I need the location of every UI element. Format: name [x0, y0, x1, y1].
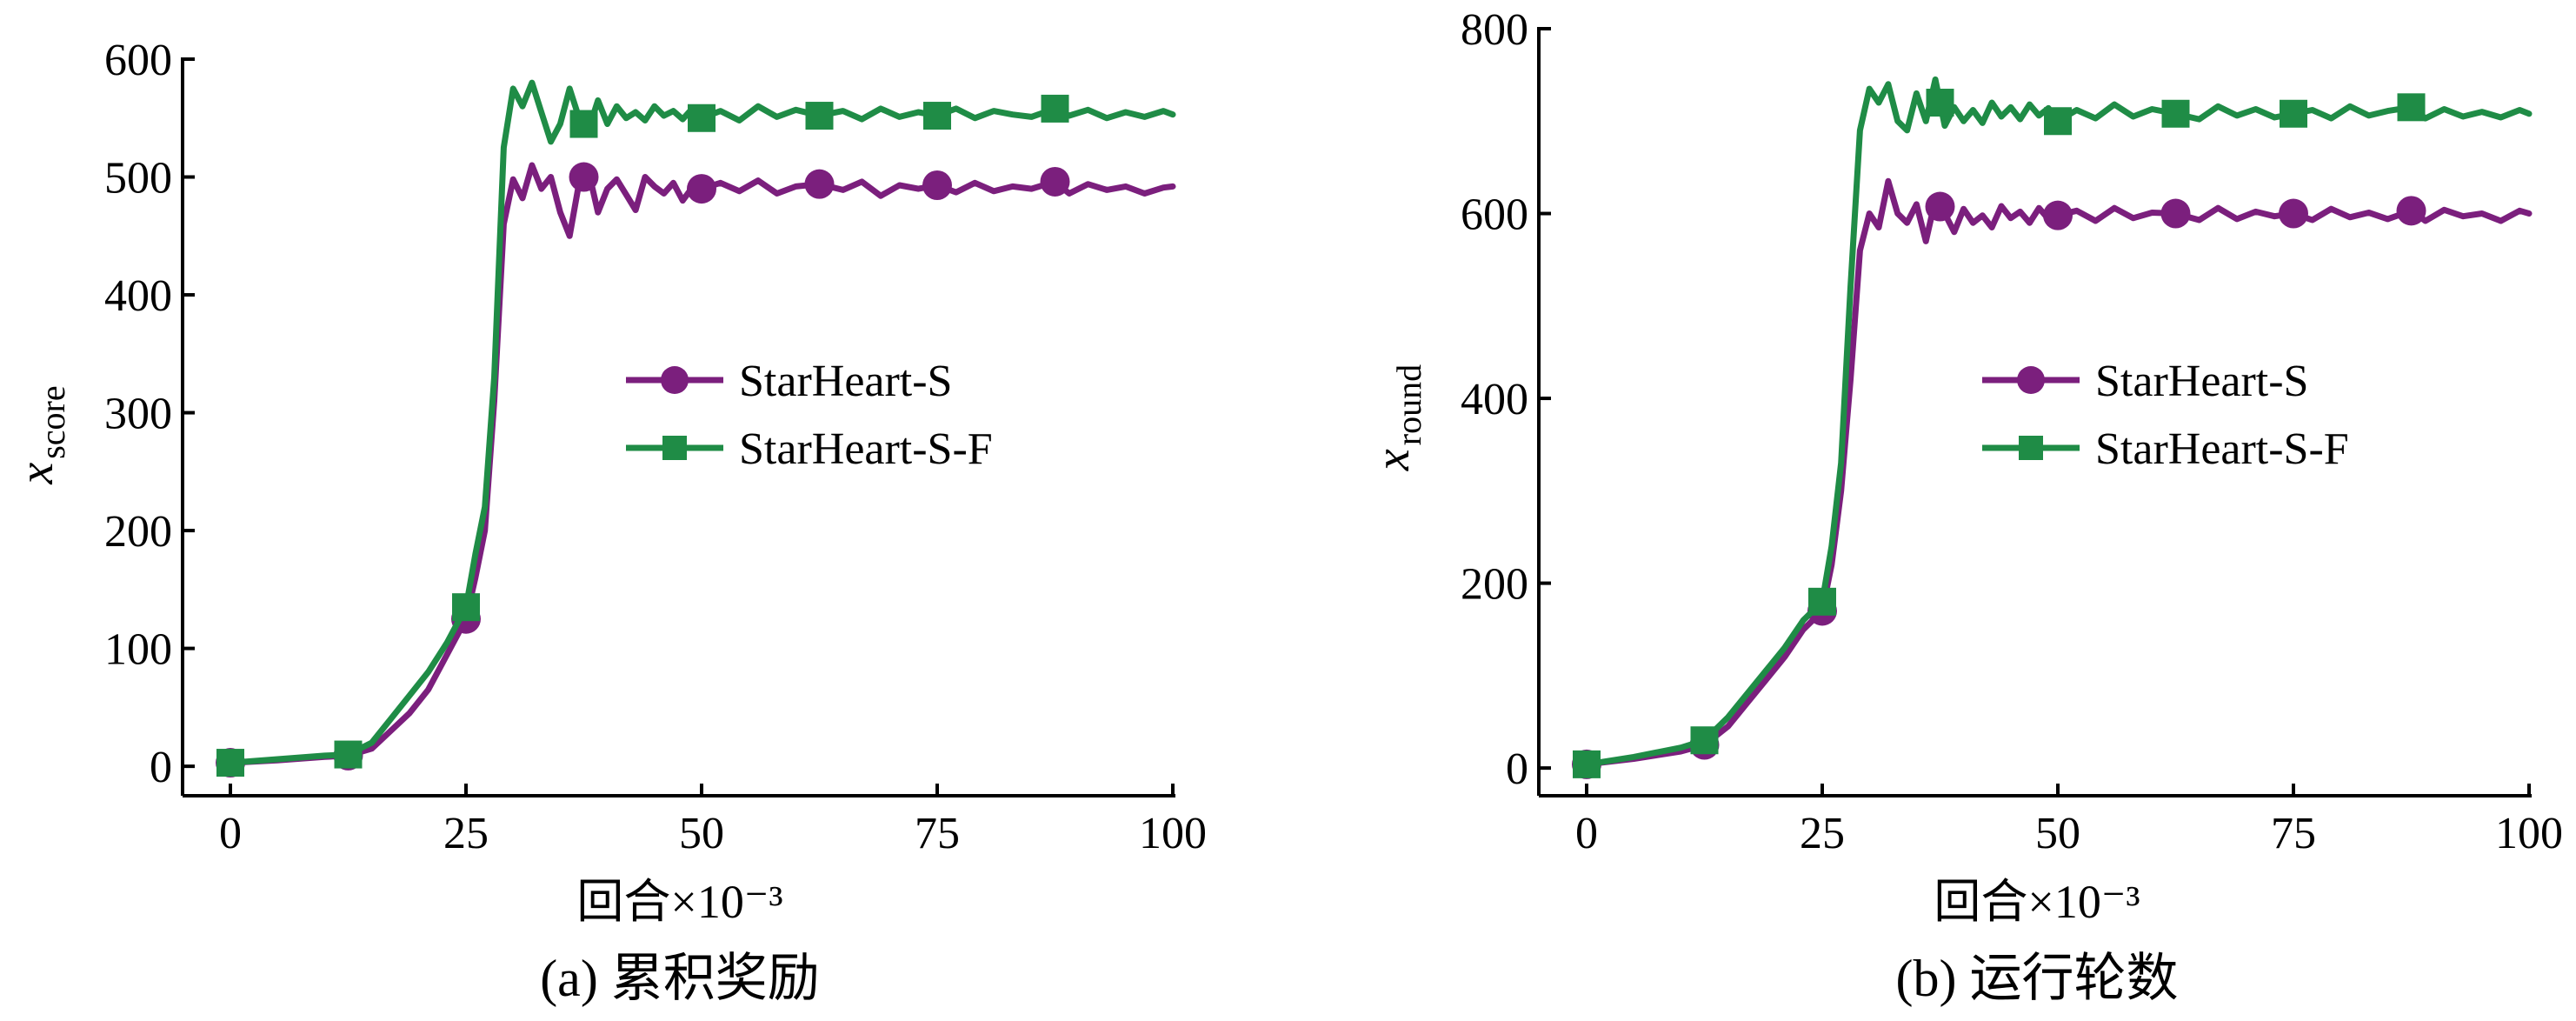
panel-b-caption: (b) 运行轮数 [1896, 950, 2179, 1007]
panel-a-y-tick-label: 0 [150, 743, 172, 792]
panel-a-series-line-starheart-s-f [227, 79, 1176, 766]
panel-a-marker-starheart-s-f [688, 103, 716, 132]
panel-b-legend-label-starheart-s-f: StarHeart-S-F [2095, 424, 2349, 474]
panel-a-marker-starheart-s [687, 174, 716, 204]
panel-a-cumulative-reward: 0 100 200 300 400 500 600 0 25 50 75 100 回合×10⁻³ (a… [10, 36, 1207, 1007]
panel-a-marker-starheart-s-f [452, 593, 480, 622]
panel-b-marker-starheart-s [2160, 198, 2191, 229]
panel-a-marker-starheart-s [922, 170, 952, 201]
panel-b-marker-starheart-s-f [2044, 107, 2072, 136]
panel-a-legend-label-starheart-s: StarHeart-S [739, 357, 952, 406]
panel-b-y-axis-label-main: x [1366, 449, 1420, 471]
panel-a-series-line-starheart-s [227, 162, 1176, 766]
panel-b-x-tick-label: 0 [1575, 809, 1598, 858]
panel-a-caption: (a) 累积奖励 [540, 950, 820, 1007]
panel-b-plot-area: 0 200 400 600 800 0 25 50 75 100 [1461, 5, 2563, 858]
panel-b-y-axis-label-sub: round [1389, 364, 1428, 445]
panel-b-x-tick-label: 100 [2495, 809, 2563, 858]
panel-b-x-axis-label: 回合×10⁻³ [1934, 876, 2140, 928]
panel-a-x-tick-label: 25 [443, 809, 489, 858]
panel-b-run-rounds: 0 200 400 600 800 0 25 50 75 100 回合×10⁻³ (b) 运行轮数… [1366, 5, 2563, 1007]
panel-b-y-tick-label: 200 [1461, 560, 1528, 610]
panel-a-marker-starheart-s-f [216, 749, 244, 777]
panel-a-marker-starheart-s-f [923, 102, 951, 130]
panel-b-marker-starheart-s-f [2161, 99, 2190, 128]
panel-b-legend: StarHeart-S StarHeart-S-F [1982, 357, 2349, 474]
panel-a-legend-marker-starheart-s [661, 366, 689, 394]
panel-a-y-tick-label: 400 [104, 271, 172, 321]
panel-b-marker-starheart-s [2279, 198, 2308, 229]
panel-a-x-tick-label: 0 [219, 809, 242, 858]
panel-a-marker-starheart-s-f [1041, 94, 1069, 123]
panel-a-y-tick-label: 200 [104, 507, 172, 557]
panel-b-legend-marker-starheart-s [2017, 366, 2045, 394]
panel-b-y-tick-label: 600 [1461, 190, 1528, 240]
panel-b-marker-starheart-s-f [1690, 726, 1719, 755]
panel-b-legend-label-starheart-s: StarHeart-S [2095, 357, 2308, 406]
panel-b-y-tick-label: 400 [1461, 375, 1528, 424]
panel-a-marker-starheart-s-f [334, 740, 363, 769]
panel-b-y-tick-label: 800 [1461, 5, 1528, 55]
panel-b-marker-starheart-s-f [1808, 587, 1836, 616]
panel-b-marker-starheart-s-f [2397, 93, 2426, 122]
panel-a-legend-marker-starheart-s-f [662, 436, 687, 460]
panel-a-x-tick-label: 75 [915, 809, 960, 858]
panel-a-marker-starheart-s [1040, 166, 1070, 197]
panel-a-y-axis-label-main: x [10, 463, 63, 485]
panel-b-y-axis-label: x round [1366, 364, 1428, 471]
panel-a-plot-area: 0 100 200 300 400 500 600 0 25 50 75 100 [104, 36, 1207, 858]
panel-b-marker-starheart-s [2043, 200, 2073, 230]
panel-a-legend: StarHeart-S StarHeart-S-F [626, 357, 993, 474]
panel-b-y-tick-label: 0 [1506, 744, 1528, 794]
panel-b-marker-starheart-s-f [1573, 750, 1601, 778]
panel-a-x-tick-label: 100 [1139, 809, 1207, 858]
panel-a-x-tick-label: 50 [679, 809, 724, 858]
panel-a-marker-starheart-s [569, 162, 599, 192]
panel-a-marker-starheart-s [804, 169, 835, 199]
panel-a-y-tick-label: 300 [104, 390, 172, 439]
panel-a-y-tick-label: 100 [104, 625, 172, 675]
panel-a-y-tick-label: 500 [104, 154, 172, 204]
panel-a-legend-label-starheart-s-f: StarHeart-S-F [739, 424, 993, 474]
panel-b-marker-starheart-s-f [2280, 99, 2307, 128]
panel-a-y-axis-label-sub: score [33, 385, 72, 458]
panel-a-x-axis-label: 回合×10⁻³ [576, 876, 782, 928]
panel-b-series-line-starheart-s-f [1583, 76, 2533, 768]
panel-b-marker-starheart-s [1925, 191, 1955, 222]
panel-b-marker-starheart-s [2396, 196, 2426, 226]
panel-b-legend-marker-starheart-s-f [2019, 436, 2043, 460]
panel-b-x-tick-label: 50 [2035, 809, 2080, 858]
panel-a-marker-starheart-s-f [569, 110, 598, 138]
panel-b-x-tick-label: 25 [1800, 809, 1845, 858]
panel-b-marker-starheart-s-f [1926, 89, 1954, 117]
panel-a-y-tick-label: 600 [104, 36, 172, 85]
panel-a-marker-starheart-s-f [805, 102, 834, 130]
panel-a-y-axis-label: x score [10, 385, 72, 484]
panel-b-x-tick-label: 75 [2271, 809, 2316, 858]
